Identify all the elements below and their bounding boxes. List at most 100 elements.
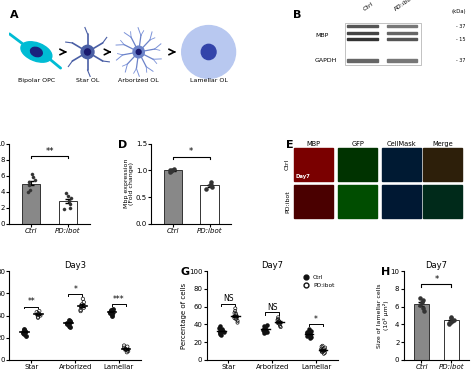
- Point: [274, 314, 282, 320]
- Text: MBP: MBP: [315, 33, 328, 38]
- Point: [19, 330, 27, 336]
- Point: [216, 331, 224, 337]
- Bar: [423, 185, 462, 218]
- Point: [303, 333, 311, 339]
- Point: [20, 332, 27, 338]
- Bar: [347, 32, 378, 34]
- Text: G: G: [180, 267, 190, 277]
- Point: [275, 318, 283, 324]
- Point: [122, 347, 130, 353]
- Point: [107, 310, 114, 316]
- Ellipse shape: [182, 26, 236, 78]
- Point: [260, 326, 267, 332]
- Point: [447, 319, 455, 325]
- Text: *: *: [73, 285, 77, 294]
- Point: [120, 342, 128, 348]
- Point: [35, 310, 42, 316]
- Y-axis label: Size of lamellar cells
(10³ μm²): Size of lamellar cells (10³ μm²): [377, 283, 389, 348]
- Point: [447, 314, 455, 320]
- Point: [123, 349, 131, 355]
- Text: (kDa): (kDa): [451, 9, 465, 14]
- Point: [276, 321, 283, 327]
- Bar: [201, 185, 219, 224]
- Point: [29, 174, 37, 180]
- Point: [107, 309, 114, 315]
- Point: [216, 329, 224, 335]
- Point: [63, 321, 71, 327]
- Point: [36, 308, 43, 314]
- Point: [202, 186, 210, 192]
- Text: *: *: [189, 147, 193, 156]
- Bar: [59, 201, 77, 224]
- Point: [217, 330, 224, 336]
- Point: [34, 314, 42, 320]
- Point: [274, 316, 282, 322]
- Point: [77, 307, 84, 313]
- Point: [207, 179, 215, 185]
- Bar: [338, 147, 377, 181]
- Ellipse shape: [201, 44, 216, 60]
- Point: [303, 330, 311, 336]
- Bar: [444, 320, 459, 360]
- Point: [307, 328, 314, 334]
- Y-axis label: Percentage of cells: Percentage of cells: [182, 282, 188, 349]
- Point: [20, 326, 27, 332]
- Ellipse shape: [133, 46, 144, 58]
- Point: [65, 317, 73, 323]
- Point: [321, 350, 328, 356]
- Point: [232, 311, 240, 317]
- Point: [77, 308, 84, 314]
- Point: [168, 167, 176, 173]
- Bar: [382, 147, 421, 181]
- Point: [66, 324, 74, 330]
- Bar: [338, 185, 377, 218]
- Point: [318, 344, 325, 350]
- Point: [263, 322, 271, 328]
- Point: [80, 299, 88, 305]
- Point: [234, 318, 241, 324]
- Text: Arborized OL: Arborized OL: [118, 78, 159, 83]
- Point: [31, 177, 38, 183]
- Point: [273, 320, 281, 326]
- Bar: [382, 185, 421, 218]
- Point: [27, 187, 34, 193]
- Point: [260, 330, 268, 336]
- Point: [260, 327, 267, 333]
- Text: MBP: MBP: [307, 141, 320, 147]
- Point: [306, 331, 314, 337]
- Point: [419, 305, 427, 311]
- Point: [447, 315, 455, 321]
- Text: Lamellar OL: Lamellar OL: [190, 78, 228, 83]
- Point: [208, 182, 215, 188]
- Text: B: B: [293, 10, 302, 20]
- Point: [108, 311, 116, 317]
- Point: [319, 343, 327, 349]
- Point: [22, 333, 30, 339]
- Point: [317, 346, 325, 352]
- Bar: [164, 170, 182, 224]
- Point: [304, 328, 312, 334]
- Point: [445, 321, 453, 327]
- Point: [260, 328, 268, 334]
- Point: [263, 329, 270, 335]
- Point: [218, 328, 225, 334]
- Point: [303, 329, 311, 335]
- Point: [66, 205, 74, 211]
- Title: Day7: Day7: [426, 261, 447, 270]
- Text: A: A: [9, 10, 18, 20]
- Point: [417, 302, 424, 308]
- Point: [234, 320, 241, 326]
- Bar: [414, 304, 429, 360]
- Text: **: **: [27, 297, 35, 306]
- Ellipse shape: [21, 42, 52, 62]
- Point: [320, 345, 328, 351]
- Text: Ctrl: Ctrl: [285, 159, 290, 170]
- Point: [231, 308, 239, 314]
- Point: [419, 299, 426, 305]
- Point: [218, 326, 226, 332]
- Text: - 37: - 37: [456, 24, 465, 29]
- Bar: [423, 147, 462, 181]
- Point: [307, 334, 314, 340]
- Point: [21, 328, 28, 334]
- Point: [66, 319, 73, 325]
